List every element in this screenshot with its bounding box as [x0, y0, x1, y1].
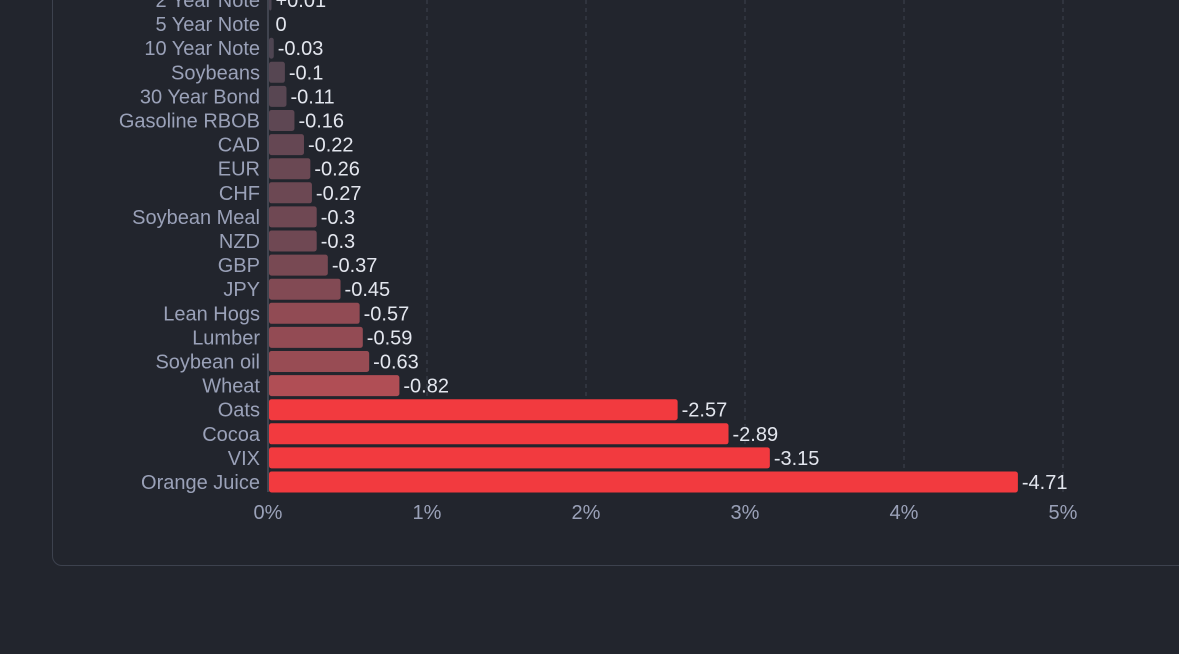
value-label: -0.16	[298, 111, 344, 133]
bar	[269, 351, 370, 372]
bar	[269, 61, 285, 83]
category-label: 10 Year Note	[144, 38, 260, 60]
value-label: -3.15	[774, 448, 820, 470]
value-label: -0.22	[308, 135, 354, 157]
value-label: -0.59	[367, 327, 413, 349]
category-label: Lean Hogs	[163, 303, 260, 325]
bar	[269, 85, 287, 107]
category-label: GBP	[218, 255, 260, 277]
bar	[269, 206, 317, 228]
category-label: Orange Juice	[141, 472, 260, 494]
bar	[269, 278, 341, 300]
bar	[269, 254, 328, 276]
value-label: -4.71	[1022, 472, 1068, 494]
category-label: 5 Year Note	[155, 14, 260, 36]
bar	[269, 37, 274, 59]
category-label: 2 Year Note	[155, 0, 260, 12]
category-label: Wheat	[202, 376, 260, 398]
bar	[269, 375, 400, 397]
bar	[269, 399, 678, 421]
x-tick-label: 1%	[413, 502, 442, 524]
value-label: 0	[276, 14, 287, 36]
chart-panel	[52, 0, 1179, 566]
bar	[269, 182, 312, 204]
x-tick-label: 0%	[254, 502, 283, 524]
category-label: Gasoline RBOB	[119, 111, 260, 133]
value-label: -0.03	[278, 38, 324, 60]
bar	[269, 423, 729, 445]
bar	[269, 471, 1018, 493]
value-label: -0.3	[321, 207, 355, 229]
category-label: Oats	[218, 400, 260, 422]
value-label: -2.57	[682, 400, 728, 422]
category-label: Soybeans	[171, 62, 260, 84]
category-label: NZD	[219, 231, 260, 253]
category-label: CHF	[219, 183, 260, 205]
category-label: Cocoa	[202, 424, 261, 446]
bar	[269, 110, 295, 131]
value-label: -2.89	[733, 424, 779, 446]
value-label: -0.37	[332, 255, 378, 277]
category-label: 30 Year Bond	[140, 86, 260, 108]
value-label: +0.01	[276, 0, 327, 12]
value-label: -0.26	[314, 159, 360, 181]
bar	[269, 230, 317, 252]
bar	[269, 0, 272, 11]
category-label: Soybean oil	[155, 352, 260, 374]
value-label: -0.63	[373, 352, 419, 374]
category-label: Lumber	[192, 327, 260, 349]
value-label: -0.82	[403, 376, 449, 398]
category-label: CAD	[218, 135, 260, 157]
x-tick-label: 2%	[572, 502, 601, 524]
category-label: VIX	[228, 448, 260, 470]
value-label: -0.27	[316, 183, 362, 205]
bar	[269, 447, 770, 469]
x-tick-label: 4%	[890, 502, 919, 524]
x-tick-label: 3%	[731, 502, 760, 524]
x-tick-label: 5%	[1049, 502, 1078, 524]
bar	[269, 326, 363, 348]
bar	[269, 158, 311, 180]
bar	[269, 134, 304, 156]
value-label: -0.11	[290, 86, 334, 108]
bar	[269, 302, 360, 324]
value-label: -0.3	[321, 231, 355, 253]
value-label: -0.1	[289, 62, 323, 84]
category-label: Soybean Meal	[132, 207, 260, 229]
value-label: -0.57	[364, 303, 410, 325]
category-label: EUR	[218, 159, 260, 181]
value-label: -0.45	[345, 279, 391, 301]
category-label: JPY	[223, 279, 260, 301]
